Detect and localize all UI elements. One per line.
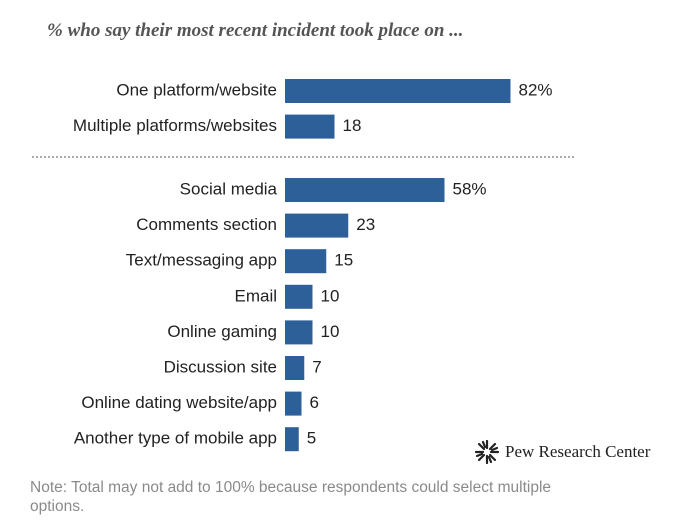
category-label: Social media bbox=[180, 179, 278, 198]
value-label: 6 bbox=[310, 393, 319, 412]
category-label: Online gaming bbox=[167, 322, 277, 341]
category-label: Multiple platforms/websites bbox=[73, 116, 277, 135]
logo bbox=[474, 439, 500, 465]
bar bbox=[285, 284, 313, 309]
category-label: Email bbox=[234, 286, 277, 305]
value-label: 10 bbox=[321, 322, 340, 341]
bar bbox=[285, 391, 302, 416]
bar bbox=[285, 320, 313, 345]
category-label: Online dating website/app bbox=[81, 393, 277, 412]
chart-title: % who say their most recent incident too… bbox=[47, 20, 463, 41]
bar bbox=[285, 114, 335, 139]
category-label: Comments section bbox=[136, 215, 277, 234]
value-label: 5 bbox=[307, 429, 316, 448]
bar bbox=[285, 427, 299, 452]
value-label: 10 bbox=[321, 286, 340, 305]
bar bbox=[285, 249, 327, 274]
value-label: 15 bbox=[334, 251, 353, 270]
bar bbox=[285, 178, 445, 202]
value-label: 7 bbox=[312, 357, 321, 376]
category-label: Text/messaging app bbox=[126, 251, 277, 270]
value-label: 58% bbox=[453, 179, 487, 198]
bar bbox=[285, 356, 305, 380]
value-label: 82% bbox=[519, 80, 553, 99]
bar bbox=[285, 213, 349, 238]
bar bbox=[285, 79, 511, 103]
value-label: 23 bbox=[356, 215, 375, 234]
note: Note: Total may not add to 100% because … bbox=[30, 479, 552, 515]
source: Pew Research Center bbox=[505, 442, 651, 461]
category-label: Another type of mobile app bbox=[74, 429, 277, 448]
category-label: One platform/website bbox=[116, 80, 277, 99]
category-label: Discussion site bbox=[164, 357, 277, 376]
value-label: 18 bbox=[343, 116, 362, 135]
